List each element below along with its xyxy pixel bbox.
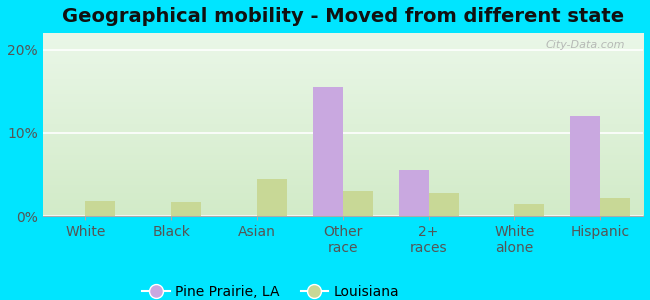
Bar — [85, 201, 116, 216]
Bar — [343, 191, 373, 216]
Bar — [570, 116, 600, 216]
Bar — [570, 116, 600, 216]
Bar — [313, 87, 343, 216]
Title: Geographical mobility - Moved from different state: Geographical mobility - Moved from diffe… — [62, 7, 624, 26]
Text: City-Data.com: City-Data.com — [545, 40, 625, 50]
Bar — [398, 170, 428, 216]
Bar — [600, 198, 630, 216]
Bar — [514, 203, 545, 216]
Bar — [600, 198, 630, 216]
Bar — [428, 193, 459, 216]
Bar — [428, 193, 459, 216]
Bar — [313, 87, 343, 216]
Bar — [85, 201, 116, 216]
Bar — [514, 203, 545, 216]
Bar — [343, 191, 373, 216]
Bar — [257, 178, 287, 216]
Legend: Pine Prairie, LA, Louisiana: Pine Prairie, LA, Louisiana — [136, 279, 405, 300]
Bar — [171, 202, 202, 216]
Bar — [398, 170, 428, 216]
Bar — [171, 202, 202, 216]
Bar — [257, 178, 287, 216]
